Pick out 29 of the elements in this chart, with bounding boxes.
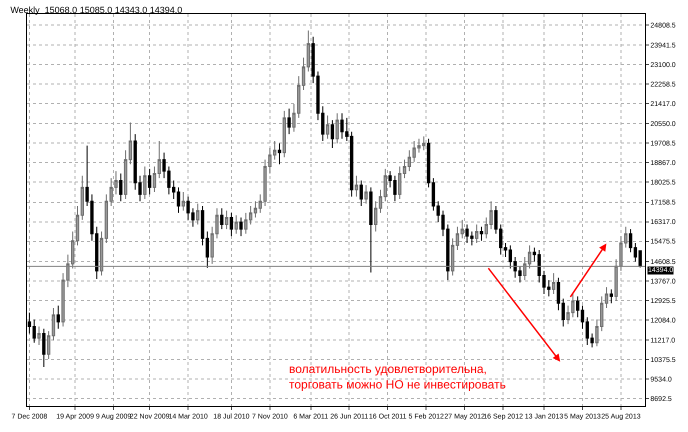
candlestick xyxy=(220,208,224,230)
candlestick xyxy=(42,328,46,368)
candlestick xyxy=(610,288,614,304)
candlestick xyxy=(224,210,228,230)
candlestick xyxy=(278,142,282,165)
candlestick xyxy=(119,172,122,202)
candlestick xyxy=(552,272,556,295)
candlestick xyxy=(234,214,238,234)
candlestick xyxy=(474,224,478,244)
candlestick xyxy=(37,326,41,346)
candlestick xyxy=(182,192,185,212)
candlestick xyxy=(360,180,363,206)
candlestick xyxy=(196,203,200,225)
candlestick xyxy=(239,217,243,237)
candlestick xyxy=(336,112,339,144)
candlestick xyxy=(143,166,147,200)
candlestick xyxy=(330,120,334,148)
candlestick xyxy=(148,168,152,195)
candlestick xyxy=(326,115,330,140)
candlestick xyxy=(282,110,286,158)
candlestick xyxy=(230,212,234,237)
candlestick xyxy=(354,175,358,198)
candlestick xyxy=(369,186,373,273)
candlestick xyxy=(287,108,291,135)
candlestick xyxy=(364,184,368,204)
chart-title: Weekly 15068.0 15085.0 14343.0 14394.0 xyxy=(10,4,182,15)
candlestick xyxy=(56,305,60,330)
candlestick xyxy=(480,226,484,242)
annotation: волатильность удовлетворительна, торговать можно НО не инвестировать xyxy=(289,362,506,392)
